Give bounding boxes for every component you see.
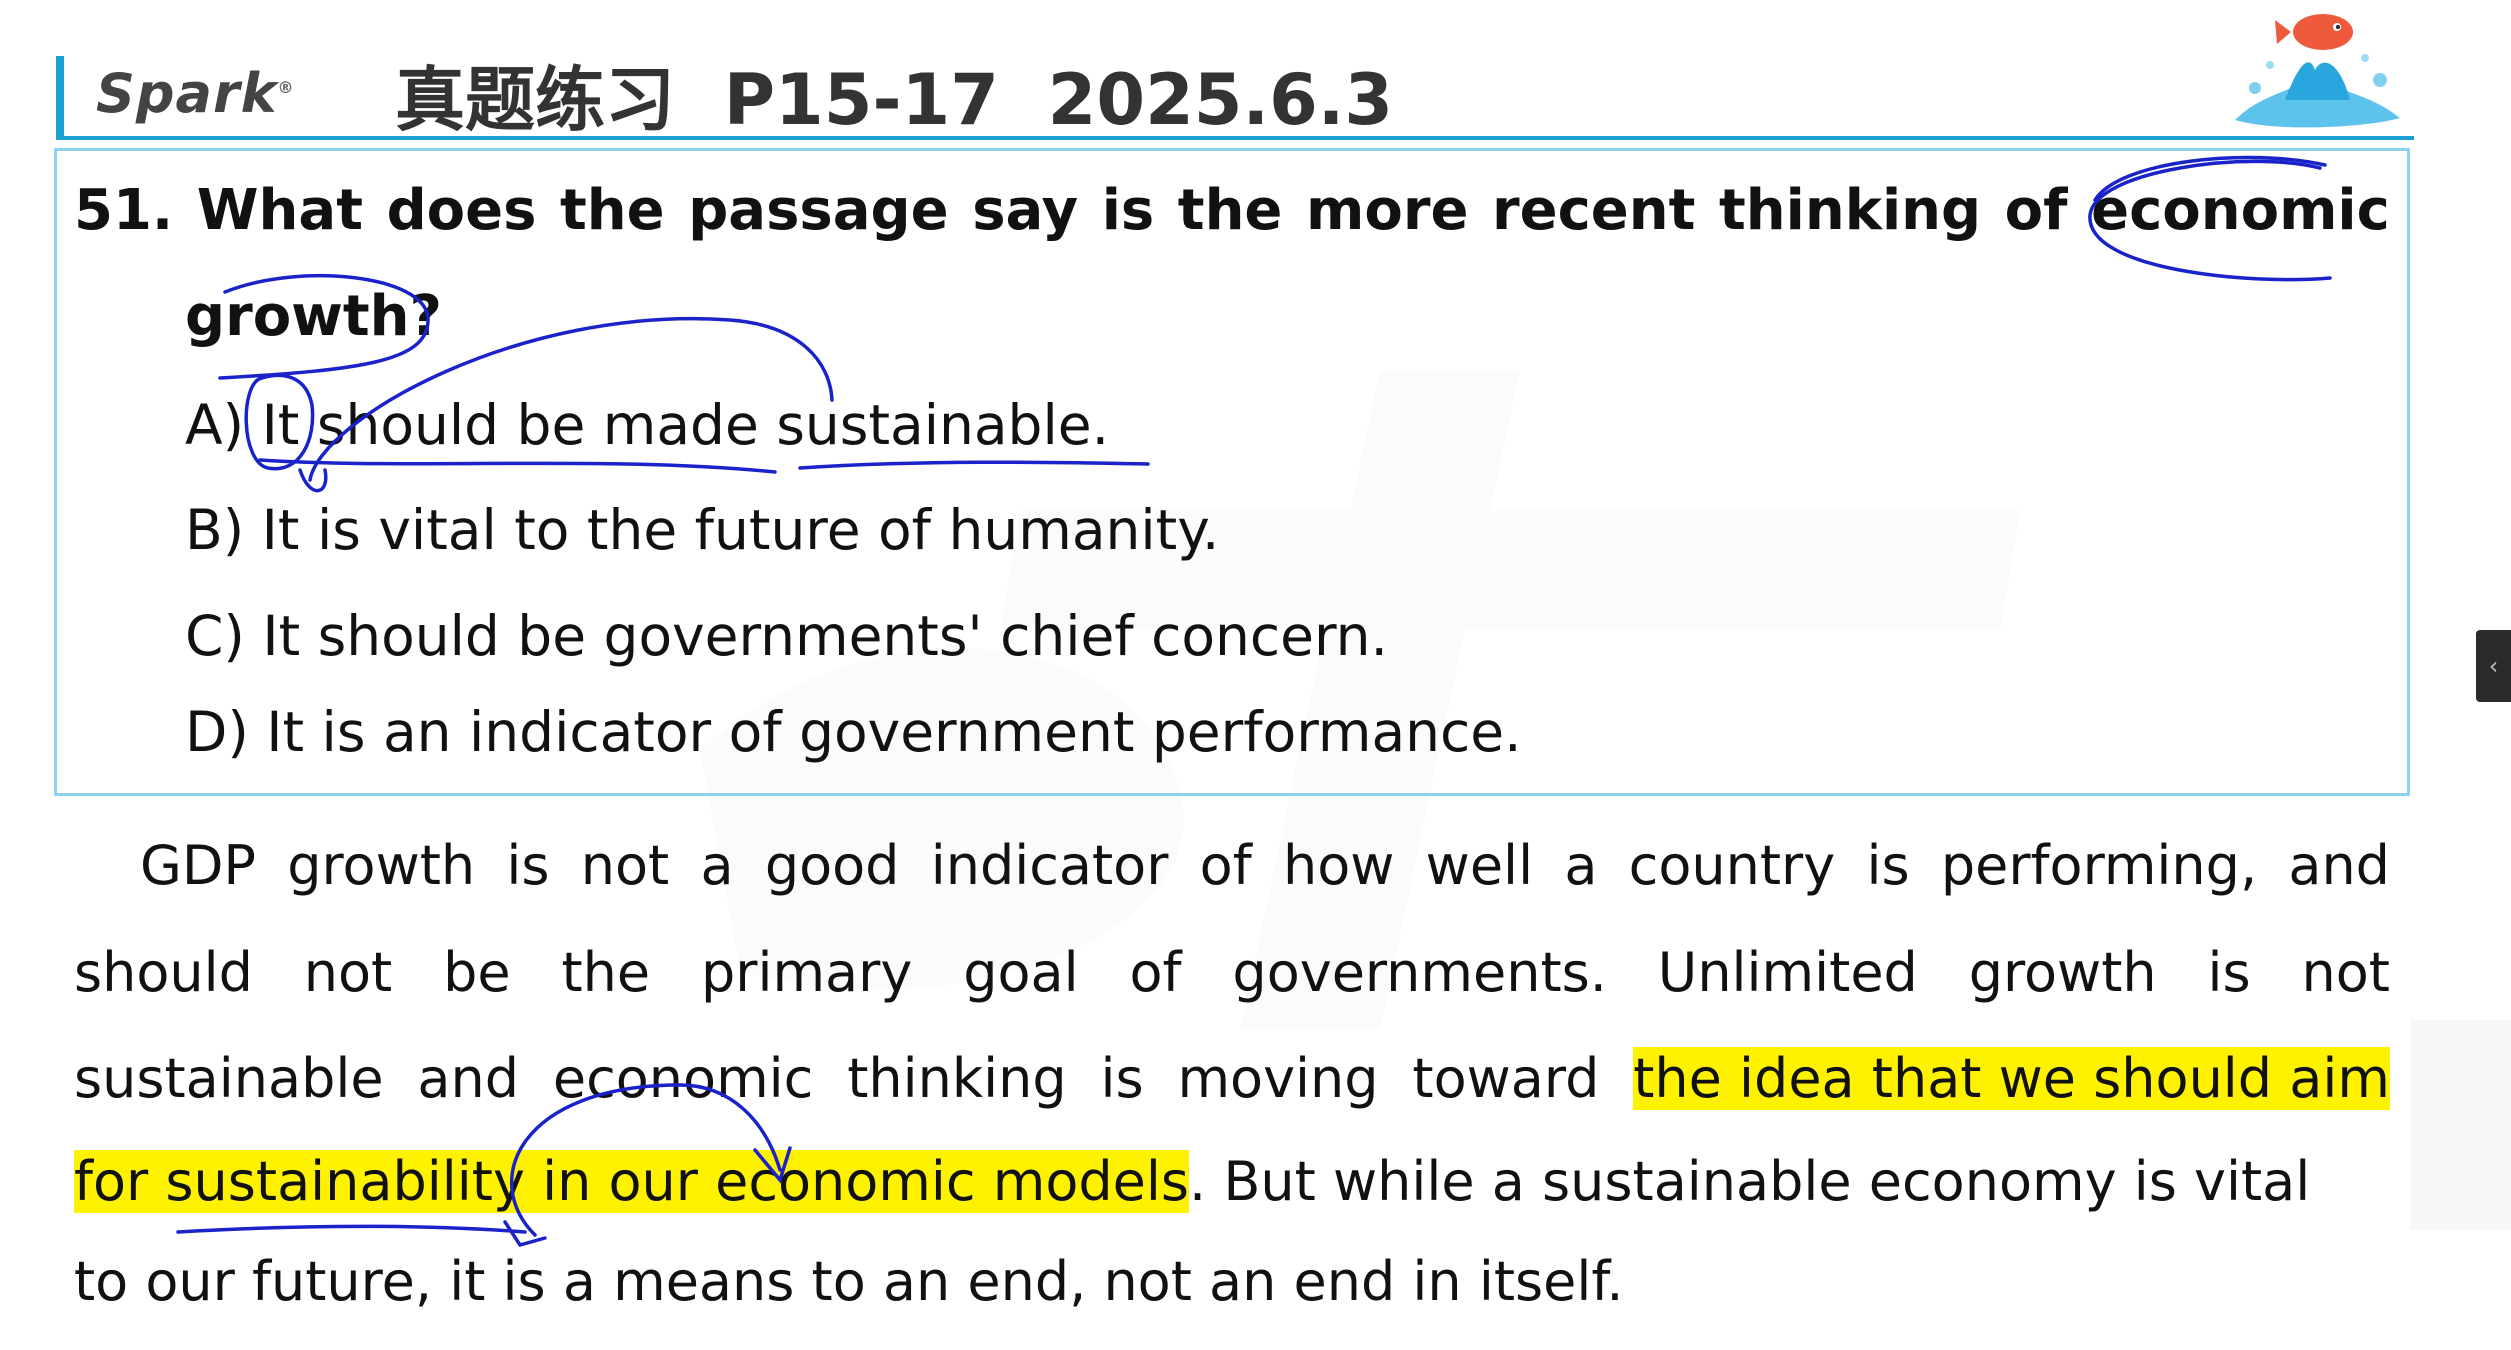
header-rule [56, 136, 2414, 140]
question-word: passage [688, 178, 949, 243]
passage-word: GDP [140, 834, 256, 897]
question-number: 51. [74, 178, 174, 243]
question-word: say [972, 178, 1079, 243]
passage-word: is [1100, 1047, 1144, 1110]
passage-word: how [1282, 834, 1395, 897]
question-word: is [1101, 178, 1155, 243]
passage-line1: GDP growth is not a good indicator of ho… [140, 834, 2390, 897]
title-accent-bar [56, 56, 64, 140]
option-a[interactable]: A) It should be made sustainable. [185, 393, 1110, 457]
option-d[interactable]: D) It is an indicator of government perf… [185, 700, 1522, 764]
page-title: 真题练习 P15-17 2025.6.3 [395, 59, 1394, 141]
option-c[interactable]: C) It should be governments' chief conce… [185, 604, 1388, 668]
question-word: recent [1492, 178, 1696, 243]
passage-line3: sustainable and economic thinking is mov… [74, 1047, 2390, 1110]
chevron-left-icon[interactable]: ‹ [2476, 630, 2511, 702]
passage-word: well [1425, 834, 1534, 897]
passage-word: growth [287, 834, 476, 897]
passage-word: governments. [1232, 941, 1607, 1004]
passage-word: goal [963, 941, 1079, 1004]
passage-word: growth [1968, 941, 2157, 1004]
underline-sustainability [176, 1224, 527, 1234]
passage-word: good [764, 834, 900, 897]
arrowhead-sustainability [503, 1220, 547, 1248]
passage-word: Unlimited [1657, 941, 1918, 1004]
passage-word: performing, [1940, 834, 2258, 897]
passage-word: primary [700, 941, 913, 1004]
passage-word: sustainable [74, 1047, 384, 1110]
question-word: thinking [1719, 178, 1982, 243]
passage-word: is [506, 834, 550, 897]
logo-text: Spark [96, 62, 278, 125]
logo-registered-mark: ® [277, 78, 295, 97]
spark-logo: Spark® [96, 62, 295, 125]
passage-line4: for sustainability in our economic model… [74, 1150, 2310, 1213]
passage-text: . But while a sustainable economy is vit… [1189, 1150, 2311, 1213]
passage-word: a [700, 834, 734, 897]
passage-word: toward [1412, 1047, 1600, 1110]
passage-word: the [561, 941, 651, 1004]
question-word: the [560, 178, 665, 243]
passage-word: be [443, 941, 511, 1004]
passage-word: indicator [930, 834, 1169, 897]
highlighted-key-sentence: for sustainability in our economic model… [74, 1150, 1190, 1213]
passage-word: of [1199, 834, 1252, 897]
question-box [54, 148, 2410, 796]
passage-word: not [303, 941, 393, 1004]
passage-line5: to our future, it is a means to an end, … [74, 1250, 1624, 1313]
question-word: What [196, 178, 363, 243]
question-word: the [1177, 178, 1283, 243]
question-word: more [1306, 178, 1469, 243]
fish-splash-icon [2235, 14, 2400, 128]
passage-word: is [2207, 941, 2251, 1004]
question-stem-line1: 51. What does the passage say is the mor… [74, 178, 2390, 243]
question-stem-line2: growth? [185, 284, 443, 349]
passage-word: economic [552, 1047, 814, 1110]
question-word: of [2004, 178, 2068, 243]
passage-word: and [417, 1047, 520, 1110]
passage-word: is [1866, 834, 1910, 897]
passage-word: country [1628, 834, 1836, 897]
passage-word: and [2288, 834, 2390, 897]
question-word: does [386, 178, 537, 243]
highlighted-key-sentence: the idea that we should aim [1633, 1047, 2390, 1110]
passage-word: thinking [847, 1047, 1067, 1110]
passage-word: not [580, 834, 670, 897]
passage-word: a [1564, 834, 1598, 897]
passage-line2: should not be the primary goal of govern… [74, 941, 2390, 1004]
passage-word: not [2301, 941, 2390, 1004]
question-word: economic [2091, 178, 2390, 243]
watermark-logo [700, 370, 2020, 1030]
option-b[interactable]: B) It is vital to the future of humanity… [185, 498, 1220, 562]
scrollbar-track-fade [2410, 1020, 2511, 1230]
passage-word: of [1129, 941, 1182, 1004]
passage-word: should [74, 941, 253, 1004]
passage-word: moving [1177, 1047, 1379, 1110]
